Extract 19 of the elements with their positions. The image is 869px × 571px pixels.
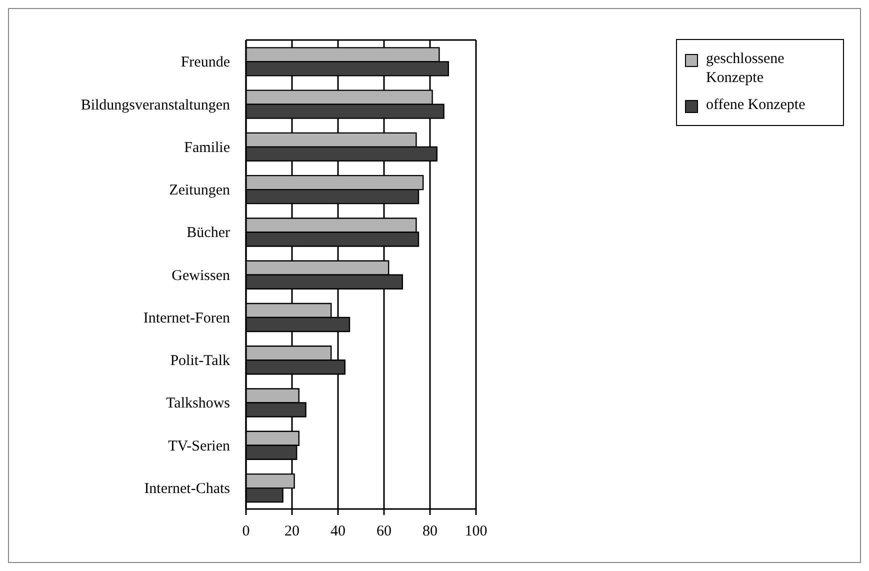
y-tick-label: Bücher [186,225,230,242]
y-tick-label: Polit-Talk [170,353,230,370]
y-tick-label: Zeitungen [169,182,230,199]
y-tick-label: Familie [184,140,230,156]
y-tick-label: Talkshows [166,396,230,412]
y-tick-label: Gewissen [172,268,230,284]
x-tick-label: 100 [464,524,488,540]
y-tick-label: Bildungsveranstaltungen [80,97,230,114]
x-tick-label: 0 [242,524,250,540]
x-tick-label: 20 [284,524,300,540]
x-tick-label: 40 [330,524,346,540]
y-tick-label: Freunde [180,54,230,71]
x-tick-label: 80 [422,524,438,540]
legend-label: offene Konzepte [706,96,806,115]
y-tick-label: Internet-Foren [143,310,230,326]
y-tick-label: TV-Serien [168,438,230,454]
y-tick-label: Internet-Chats [144,481,230,498]
x-tick-label: 60 [376,524,392,540]
legend-label: geschlossene Konzepte [706,50,786,88]
